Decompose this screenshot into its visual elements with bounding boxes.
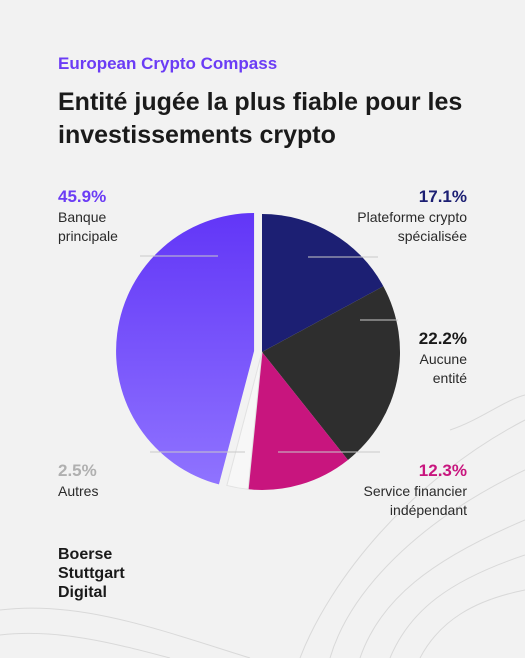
brand-line-3: Digital [58, 584, 107, 601]
label-autres: 2.5% Autres [58, 460, 98, 501]
pie-slice-plateforme-crypto-sp-cialis-e [262, 214, 384, 352]
label-service-financier: 12.3% Service financier indépendant [317, 460, 468, 520]
label-banque-principale: 45.9% Banque principale [58, 186, 153, 246]
name-service-financier: Service financier indépendant [363, 483, 468, 518]
pie-slice-banque-principale [116, 212, 255, 485]
value-service-financier: 12.3% [418, 461, 467, 480]
label-plateforme-crypto: 17.1% Plateforme crypto spécialisée [297, 186, 467, 246]
value-plateforme-crypto: 17.1% [418, 187, 467, 206]
label-aucune-entite: 22.2% Aucune entité [387, 328, 467, 388]
chart-title: Entité jugée la plus fiable pour les inv… [58, 88, 463, 149]
pie-slice-aucune-entit- [262, 286, 400, 460]
name-plateforme-crypto: Plateforme crypto spécialisée [357, 209, 467, 244]
value-autres: 2.5% [58, 461, 97, 480]
pie-slice-service-financier-ind-pendant [248, 352, 348, 490]
value-banque-principale: 45.9% [58, 187, 107, 206]
name-banque-principale: Banque principale [58, 209, 118, 244]
brand-line-1: Boerse [58, 546, 113, 563]
value-aucune-entite: 22.2% [418, 329, 467, 348]
brand-line-2: Stuttgart [58, 565, 125, 582]
brand-logo: Boerse Stuttgart Digital [58, 545, 125, 602]
kicker-text: European Crypto Compass [58, 54, 278, 73]
pie-slice-autres [226, 351, 263, 490]
name-aucune-entite: Aucune entité [419, 351, 467, 386]
name-autres: Autres [58, 483, 99, 499]
